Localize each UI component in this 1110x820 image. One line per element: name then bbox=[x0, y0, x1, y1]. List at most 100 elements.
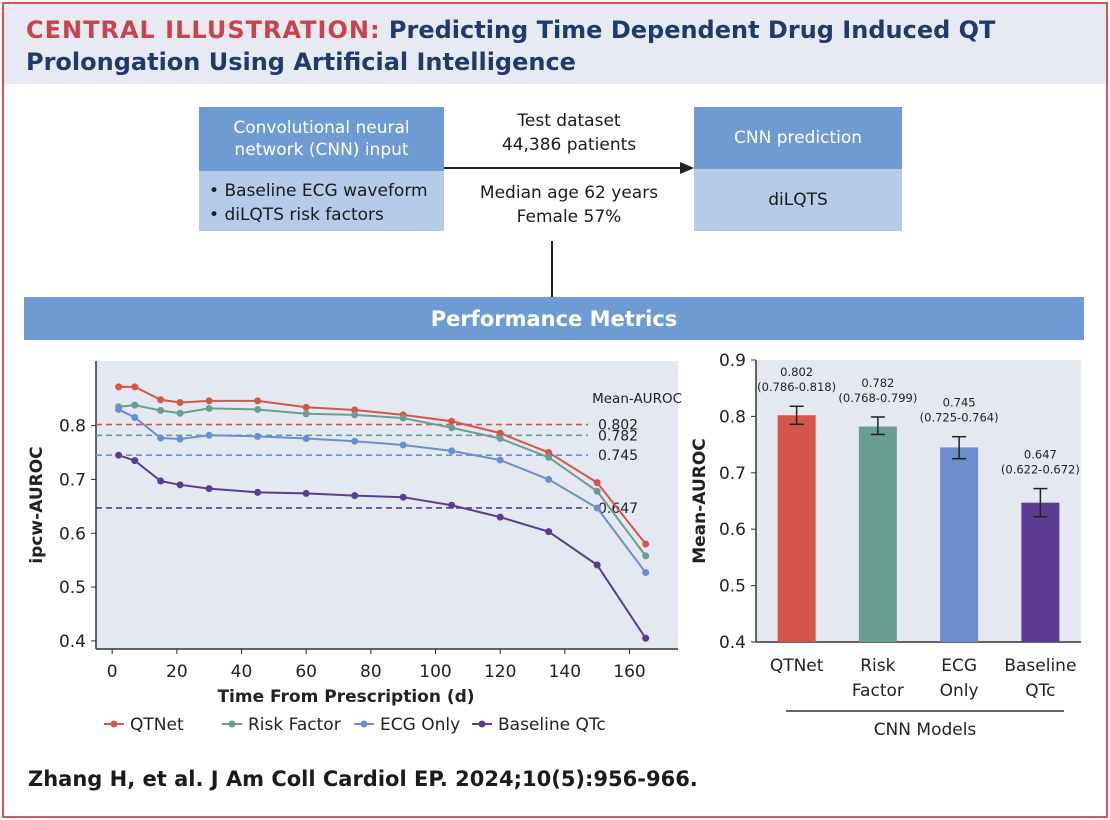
data-point bbox=[131, 383, 139, 391]
bar-chart: 0.4 0.5 0.6 0.7 0.8 0.9 Mean-AUROC 0.802(0.786-… bbox=[690, 351, 1081, 740]
data-point bbox=[254, 488, 262, 496]
cnn-input-header: Convolutional neural network (CNN) input bbox=[199, 107, 444, 171]
data-point bbox=[302, 410, 310, 418]
data-label-ci: (0.622-0.672) bbox=[1001, 463, 1080, 477]
data-label: 0.782 bbox=[861, 376, 894, 390]
dataset-summary-bottom: Median age 62 years Female 57% bbox=[459, 181, 679, 229]
x-tick-label: 140 bbox=[549, 662, 581, 682]
x-tick-label: Factor bbox=[852, 681, 904, 701]
data-point bbox=[593, 504, 601, 512]
x-tick-label: Baseline bbox=[1004, 656, 1076, 676]
data-point bbox=[131, 457, 139, 465]
x-tick-label: 20 bbox=[166, 662, 188, 682]
data-point bbox=[351, 411, 359, 419]
data-label-ci: (0.725-0.764) bbox=[920, 411, 999, 425]
data-point bbox=[131, 401, 139, 409]
x-axis-title: CNN Models bbox=[874, 720, 977, 740]
dataset-line: Female 57% bbox=[516, 207, 622, 227]
reference-label: 0.802 bbox=[598, 418, 638, 434]
data-point bbox=[496, 513, 504, 521]
bar bbox=[777, 415, 816, 642]
cnn-input-item: Baseline ECG waveform bbox=[209, 179, 444, 203]
data-point bbox=[205, 431, 213, 439]
line-chart-plot-bg bbox=[96, 361, 678, 649]
x-tick-label: 160 bbox=[613, 662, 645, 682]
cnn-prediction-value: diLQTS bbox=[768, 190, 828, 210]
data-point bbox=[496, 456, 504, 464]
x-tick-label: 0 bbox=[107, 662, 118, 682]
data-point bbox=[642, 552, 650, 560]
legend-label: QTNet bbox=[130, 715, 184, 735]
x-tick-label: 100 bbox=[419, 662, 451, 682]
data-point bbox=[351, 437, 359, 445]
y-tick-label: 0.6 bbox=[59, 524, 86, 544]
x-tick-label: 80 bbox=[360, 662, 382, 682]
data-point bbox=[642, 634, 650, 642]
data-point bbox=[176, 481, 184, 489]
y-tick-label: 0.4 bbox=[59, 632, 86, 652]
y-tick-label: 0.7 bbox=[59, 470, 86, 490]
y-tick-label: 0.6 bbox=[719, 520, 746, 540]
data-point bbox=[545, 475, 553, 483]
cnn-prediction-header: CNN prediction bbox=[694, 107, 902, 169]
x-tick-label: QTc bbox=[1025, 681, 1055, 701]
reference-title: Mean-AUROC bbox=[592, 391, 682, 407]
data-point bbox=[205, 397, 213, 405]
data-point bbox=[399, 441, 407, 449]
data-point bbox=[254, 397, 262, 405]
y-axis-title: ipcw-AUROC bbox=[27, 446, 47, 563]
dataset-line: Median age 62 years bbox=[479, 183, 659, 203]
legend-label: ECG Only bbox=[380, 715, 460, 735]
x-tick-label: 60 bbox=[295, 662, 317, 682]
data-label: 0.802 bbox=[780, 365, 813, 379]
data-point bbox=[115, 451, 123, 459]
legend-label: Baseline QTc bbox=[498, 715, 606, 735]
data-point bbox=[254, 432, 262, 440]
data-point bbox=[302, 489, 310, 497]
legend-swatch-marker bbox=[228, 720, 236, 728]
data-label-ci: (0.768-0.799) bbox=[838, 391, 917, 405]
data-point bbox=[448, 424, 456, 432]
data-point bbox=[205, 404, 213, 412]
data-point bbox=[254, 405, 262, 413]
reference-label: 0.782 bbox=[598, 428, 638, 444]
data-point bbox=[131, 414, 139, 422]
legend-swatch-marker bbox=[478, 720, 486, 728]
flow-arrow-head bbox=[680, 162, 694, 174]
data-point bbox=[176, 435, 184, 443]
cnn-input-list: Baseline ECG waveform diLQTS risk factor… bbox=[199, 171, 444, 227]
data-point bbox=[157, 396, 165, 404]
y-tick-label: 0.8 bbox=[719, 407, 746, 427]
reference-label: 0.745 bbox=[598, 448, 638, 464]
data-point bbox=[399, 493, 407, 501]
data-point bbox=[496, 435, 504, 443]
data-point bbox=[496, 429, 504, 437]
data-label-ci: (0.786-0.818) bbox=[757, 380, 836, 394]
bar bbox=[858, 426, 897, 642]
x-tick-label: Only bbox=[940, 681, 979, 701]
data-point bbox=[545, 449, 553, 457]
y-tick-label: 0.4 bbox=[719, 633, 746, 653]
performance-metrics-title: Performance Metrics bbox=[430, 306, 678, 331]
title-text: Predicting Time Dependent Drug Induced Q… bbox=[26, 16, 996, 76]
data-point bbox=[545, 453, 553, 461]
series-line bbox=[118, 404, 647, 557]
line-chart: 0.40.50.60.70.80 20 40 60 80 100 120 140 160Time… bbox=[27, 361, 682, 735]
data-point bbox=[399, 414, 407, 422]
data-point bbox=[157, 434, 165, 442]
data-point bbox=[448, 501, 456, 509]
data-point bbox=[545, 528, 553, 536]
data-label: 0.647 bbox=[1024, 448, 1057, 462]
data-point bbox=[115, 383, 123, 391]
cnn-prediction-title: CNN prediction bbox=[734, 128, 862, 148]
data-point bbox=[593, 479, 601, 487]
y-axis-title: Mean-AUROC bbox=[690, 438, 710, 564]
x-tick-label: Risk bbox=[860, 656, 895, 676]
data-point bbox=[302, 403, 310, 411]
dataset-summary-top: Test dataset 44,386 patients bbox=[459, 109, 679, 157]
data-point bbox=[176, 398, 184, 406]
cnn-input-body: Baseline ECG waveform diLQTS risk factor… bbox=[199, 171, 444, 231]
data-point bbox=[642, 569, 650, 577]
data-point bbox=[448, 447, 456, 455]
